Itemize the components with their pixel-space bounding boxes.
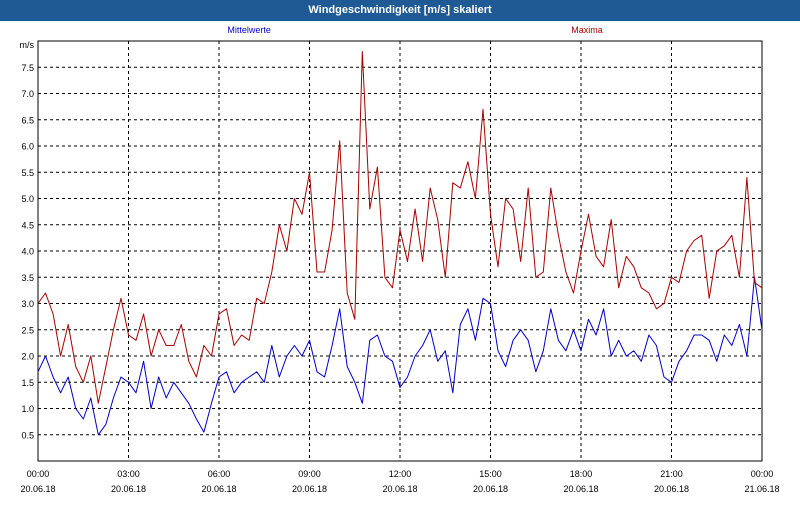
legend-maxima: Maxima xyxy=(571,25,603,35)
y-tick-label: 7.0 xyxy=(21,89,34,99)
y-tick-label: 2.5 xyxy=(21,325,34,335)
y-tick-label: 6.5 xyxy=(21,115,34,125)
x-tick-time: 18:00 xyxy=(570,469,593,479)
x-tick-date: 21.06.18 xyxy=(744,484,779,494)
y-tick-label: 5.5 xyxy=(21,168,34,178)
x-tick-date: 20.06.18 xyxy=(292,484,327,494)
y-tick-label: 3.5 xyxy=(21,273,34,283)
x-tick-time: 21:00 xyxy=(660,469,683,479)
x-tick-time: 00:00 xyxy=(27,469,50,479)
x-tick-date: 20.06.18 xyxy=(563,484,598,494)
y-tick-label: 6.0 xyxy=(21,142,34,152)
x-tick-time: 12:00 xyxy=(389,469,412,479)
y-tick-label: 1.0 xyxy=(21,404,34,414)
x-tick-date: 20.06.18 xyxy=(473,484,508,494)
plot-area: 0.5 1.0 1.5 2.0 2.5 3.0 3.5 4.0 4.5 5.0 5.5 6.0 6.5 7… xyxy=(0,21,800,500)
x-tick-time: 09:00 xyxy=(298,469,321,479)
x-tick-time: 06:00 xyxy=(208,469,231,479)
y-tick-label: 2.0 xyxy=(21,352,34,362)
y-tick-label: 0.5 xyxy=(21,430,34,440)
y-tick-label: 4.5 xyxy=(21,220,34,230)
y-axis-label: m/s xyxy=(20,40,35,50)
wind-speed-chart: 0.5 1.0 1.5 2.0 2.5 3.0 3.5 4.0 4.5 5.0 5.5 6.0 6.5 7… xyxy=(20,25,780,494)
window-title: Windgeschwindigkeit [m/s] skaliert xyxy=(0,0,800,21)
x-tick-time: 15:00 xyxy=(479,469,502,479)
y-tick-label: 5.0 xyxy=(21,194,34,204)
x-tick-time: 00:00 xyxy=(751,469,774,479)
y-tick-label: 1.5 xyxy=(21,378,34,388)
series-line-mittelwerte xyxy=(37,276,763,436)
x-tick-date: 20.06.18 xyxy=(382,484,417,494)
x-tick-date: 20.06.18 xyxy=(111,484,146,494)
y-tick-label: 7.5 xyxy=(21,63,34,73)
series-line-maxima xyxy=(37,51,763,404)
y-tick-label: 3.0 xyxy=(21,299,34,309)
legend-mittelwerte: Mittelwerte xyxy=(227,25,271,35)
y-tick-label: 4.0 xyxy=(21,247,34,257)
x-tick-date: 20.06.18 xyxy=(201,484,236,494)
x-tick-date: 20.06.18 xyxy=(654,484,689,494)
x-tick-time: 03:00 xyxy=(117,469,140,479)
x-tick-date: 20.06.18 xyxy=(20,484,55,494)
